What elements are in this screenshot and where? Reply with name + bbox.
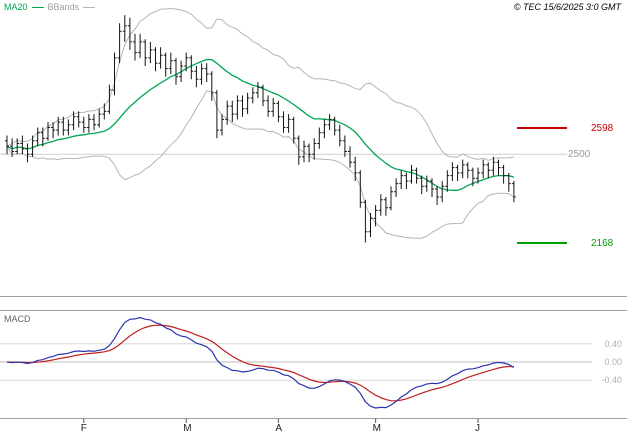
legend: MA20 BBands — [4, 2, 96, 12]
bbands-line-swatch-icon — [83, 6, 96, 8]
macd-gridline-label-pos: 0.40 — [604, 338, 622, 349]
x-axis-label-may: M — [372, 423, 381, 434]
x-axis-label-feb: F — [80, 423, 87, 434]
support-price-label: 2168 — [591, 238, 614, 249]
legend-bbands-label: BBands — [47, 2, 80, 12]
x-axis-label-mar: M — [183, 423, 192, 434]
ma20-line-swatch-icon — [31, 6, 44, 8]
legend-ma20-label: MA20 — [4, 2, 28, 12]
resistance-price-label: 2598 — [591, 123, 614, 134]
macd-panel-title: MACD — [4, 314, 31, 324]
copyright-text: © TEC 15/6/2025 3:0 GMT — [513, 2, 621, 12]
gridline-price-label: 2500 — [568, 149, 591, 161]
macd-gridline-label-neg: -0.40 — [601, 375, 622, 386]
x-axis-label-apr: A — [275, 423, 283, 434]
macd-gridline-label-zero: 0.00 — [604, 357, 622, 367]
x-axis-label-jun: J — [475, 423, 481, 434]
